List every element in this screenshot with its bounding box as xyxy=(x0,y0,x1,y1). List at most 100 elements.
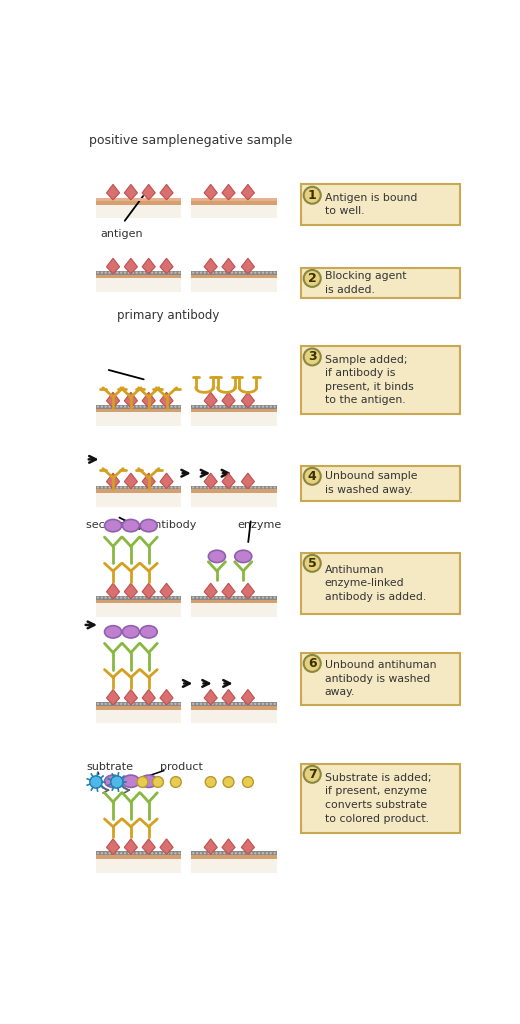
Circle shape xyxy=(105,852,107,854)
Circle shape xyxy=(132,852,134,854)
Circle shape xyxy=(108,596,111,599)
Circle shape xyxy=(116,702,119,705)
Text: positive sample: positive sample xyxy=(89,134,188,146)
Circle shape xyxy=(151,406,153,408)
Circle shape xyxy=(128,852,130,854)
Circle shape xyxy=(235,852,237,854)
Circle shape xyxy=(215,852,218,854)
Circle shape xyxy=(178,486,180,488)
Ellipse shape xyxy=(140,626,157,638)
Circle shape xyxy=(151,852,153,854)
Polygon shape xyxy=(107,839,120,854)
Circle shape xyxy=(200,406,202,408)
Bar xyxy=(191,851,277,855)
Circle shape xyxy=(120,486,122,488)
Polygon shape xyxy=(142,392,155,408)
Text: 3: 3 xyxy=(308,350,317,364)
Text: 7: 7 xyxy=(308,768,317,780)
Polygon shape xyxy=(160,839,173,854)
Circle shape xyxy=(136,271,138,273)
Polygon shape xyxy=(124,584,137,599)
Polygon shape xyxy=(142,839,155,854)
Circle shape xyxy=(235,486,237,488)
Polygon shape xyxy=(107,473,120,488)
Circle shape xyxy=(246,406,249,408)
Polygon shape xyxy=(204,184,217,200)
Circle shape xyxy=(269,702,272,705)
Circle shape xyxy=(178,406,180,408)
Ellipse shape xyxy=(140,519,157,531)
Circle shape xyxy=(101,702,103,705)
Circle shape xyxy=(254,702,256,705)
Circle shape xyxy=(223,406,226,408)
Circle shape xyxy=(128,702,130,705)
Circle shape xyxy=(196,406,198,408)
Circle shape xyxy=(223,702,226,705)
Circle shape xyxy=(144,702,146,705)
Bar xyxy=(191,494,277,507)
Polygon shape xyxy=(107,689,120,705)
Circle shape xyxy=(262,271,264,273)
Circle shape xyxy=(147,596,149,599)
Circle shape xyxy=(223,486,226,488)
Circle shape xyxy=(105,271,107,273)
Circle shape xyxy=(139,406,142,408)
Text: 1: 1 xyxy=(308,188,317,202)
Circle shape xyxy=(136,596,138,599)
Circle shape xyxy=(124,406,126,408)
Circle shape xyxy=(144,852,146,854)
Bar xyxy=(191,603,277,617)
Circle shape xyxy=(97,852,99,854)
Circle shape xyxy=(101,486,103,488)
Bar xyxy=(191,413,277,426)
Circle shape xyxy=(171,776,181,787)
Text: enzyme: enzyme xyxy=(238,520,282,530)
Polygon shape xyxy=(160,584,173,599)
Circle shape xyxy=(174,406,177,408)
Circle shape xyxy=(231,486,233,488)
Circle shape xyxy=(112,406,114,408)
Bar xyxy=(191,404,277,409)
Circle shape xyxy=(274,702,276,705)
Circle shape xyxy=(204,596,206,599)
Circle shape xyxy=(266,702,268,705)
Circle shape xyxy=(239,852,241,854)
Circle shape xyxy=(239,271,241,273)
Circle shape xyxy=(178,271,180,273)
Text: product: product xyxy=(160,762,203,772)
Circle shape xyxy=(219,271,222,273)
Circle shape xyxy=(242,486,245,488)
Circle shape xyxy=(128,406,130,408)
Bar xyxy=(191,205,277,218)
Circle shape xyxy=(242,702,245,705)
Circle shape xyxy=(136,406,138,408)
Polygon shape xyxy=(142,473,155,488)
Polygon shape xyxy=(204,258,217,273)
Circle shape xyxy=(152,776,163,787)
Circle shape xyxy=(111,776,123,788)
Bar xyxy=(96,851,181,855)
Circle shape xyxy=(196,271,198,273)
Circle shape xyxy=(235,596,237,599)
Circle shape xyxy=(196,702,198,705)
Polygon shape xyxy=(142,258,155,273)
Circle shape xyxy=(207,271,210,273)
Circle shape xyxy=(105,486,107,488)
Ellipse shape xyxy=(122,519,139,531)
Ellipse shape xyxy=(140,775,157,787)
Circle shape xyxy=(207,702,210,705)
Circle shape xyxy=(231,406,233,408)
Circle shape xyxy=(171,486,173,488)
Circle shape xyxy=(246,271,249,273)
Text: 4: 4 xyxy=(308,470,317,482)
Circle shape xyxy=(266,486,268,488)
Circle shape xyxy=(144,271,146,273)
Bar xyxy=(96,273,181,279)
Circle shape xyxy=(200,852,202,854)
Circle shape xyxy=(116,486,119,488)
Polygon shape xyxy=(160,473,173,488)
Polygon shape xyxy=(204,584,217,599)
Polygon shape xyxy=(160,258,173,273)
Circle shape xyxy=(108,852,111,854)
Bar xyxy=(191,859,277,872)
